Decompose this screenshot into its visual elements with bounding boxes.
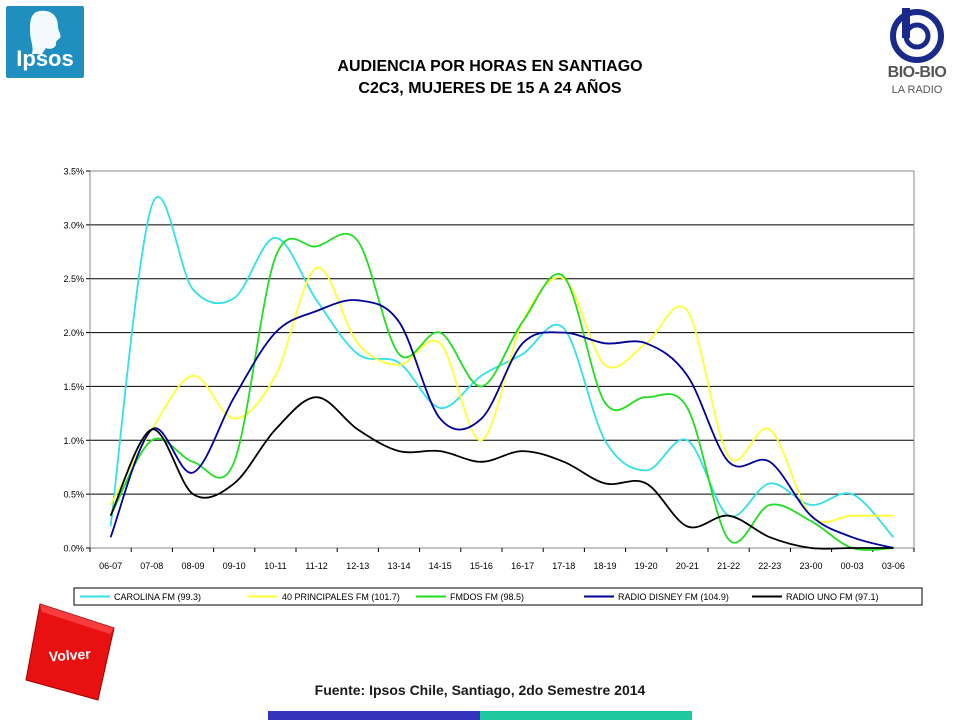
y-tick-label: 3.0%	[63, 220, 84, 230]
footer-bar-teal	[480, 711, 692, 720]
x-tick-label: 06-07	[99, 561, 122, 571]
series-line-3	[109, 299, 894, 549]
biobio-logo-sub: LA RADIO	[891, 84, 943, 96]
series-line-1	[109, 266, 894, 523]
series-line-2	[109, 233, 894, 551]
volver-button-label: Volver	[48, 646, 91, 665]
ipsos-face-icon	[30, 10, 61, 54]
x-tick-label: 23-00	[799, 561, 822, 571]
page-title-line2: C2C3, MUJERES DE 15 A 24 AÑOS	[358, 80, 622, 97]
chart-legend: CAROLINA FM (99.3) 40 PRINCIPALES FM (101…	[73, 587, 923, 606]
legend-label: RADIO UNO FM (97.1)	[786, 592, 879, 602]
legend-label: 40 PRINCIPALES FM (101.7)	[282, 592, 400, 602]
x-tick-label: 09-10	[223, 561, 246, 571]
x-tick-label: 16-17	[511, 561, 534, 571]
x-tick-label: 13-14	[387, 561, 410, 571]
y-tick-label: 2.5%	[63, 274, 84, 284]
legend-box	[73, 587, 923, 606]
y-tick-label: 1.0%	[63, 436, 84, 446]
x-tick-label: 18-19	[593, 561, 616, 571]
legend-label: CAROLINA FM (99.3)	[114, 592, 201, 602]
y-tick-label: 0.5%	[63, 490, 84, 500]
footer-bar-blue	[268, 711, 480, 720]
legend-label: RADIO DISNEY FM (104.9)	[618, 592, 729, 602]
x-tick-label: 08-09	[181, 561, 204, 571]
volver-button-shape: Volver	[25, 603, 115, 701]
volver-button[interactable]: Volver	[22, 600, 118, 704]
y-tick-label: 0.0%	[63, 544, 84, 554]
x-tick-label: 20-21	[676, 561, 699, 571]
page-title-line1: AUDIENCIA POR HORAS EN SANTIAGO	[337, 58, 643, 75]
biobio-emblem-icon	[890, 8, 944, 63]
x-axis-ticks: 06-07 07-08 08-09 09-10 10-11 11-12 12-13 13-14…	[89, 548, 915, 571]
x-tick-label: 03-06	[882, 561, 905, 571]
x-tick-label: 07-08	[140, 561, 163, 571]
biobio-logo-main: BIO-BIO	[887, 64, 947, 81]
x-tick-label: 12-13	[346, 561, 369, 571]
series-line-0	[109, 196, 895, 538]
x-tick-label: 14-15	[429, 561, 452, 571]
ipsos-logo: Ipsos	[6, 6, 84, 78]
y-axis-ticks: 0.0% 0.5% 1.0% 1.5% 2.0% 2.5% 3.0% 3.5%	[63, 167, 90, 554]
audience-line-chart: 0.0% 0.5% 1.0% 1.5% 2.0% 2.5% 3.0% 3.5% 06-07 07…	[63, 167, 923, 606]
x-tick-label: 22-23	[758, 561, 781, 571]
y-tick-label: 3.5%	[63, 167, 84, 177]
x-tick-label: 21-22	[717, 561, 740, 571]
x-tick-label: 19-20	[635, 561, 658, 571]
biobio-logo: BIO-BIO LA RADIO	[880, 6, 954, 102]
series-line-4	[109, 396, 894, 550]
x-tick-label: 17-18	[552, 561, 575, 571]
series-lines	[109, 196, 895, 551]
y-tick-label: 1.5%	[63, 382, 84, 392]
x-tick-label: 11-12	[305, 561, 327, 571]
source-note: Fuente: Ipsos Chile, Santiago, 2do Semes…	[314, 682, 646, 698]
ipsos-logo-text: Ipsos	[16, 46, 74, 71]
legend-label: FMDOS FM (98.5)	[450, 592, 524, 602]
x-tick-label: 00-03	[841, 561, 864, 571]
x-tick-label: 15-16	[470, 561, 493, 571]
y-tick-label: 2.0%	[63, 328, 84, 338]
x-tick-label: 10-11	[264, 561, 286, 571]
